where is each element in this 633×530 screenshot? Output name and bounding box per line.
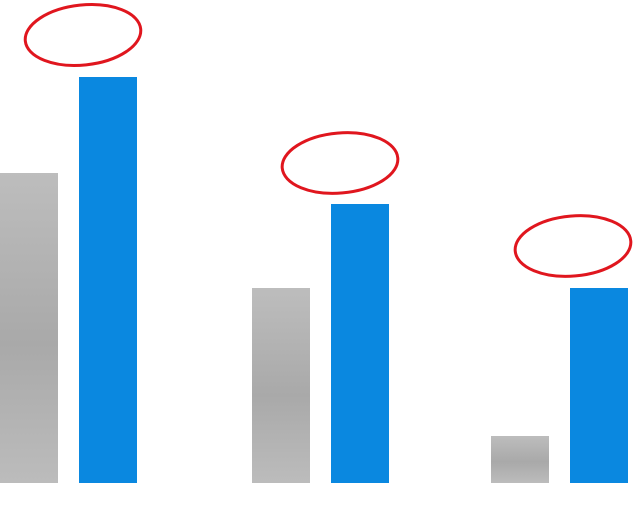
bar: [331, 204, 389, 483]
annotation-circle: [280, 131, 400, 195]
bars: [0, 77, 628, 483]
bar: [252, 288, 310, 483]
bar: [570, 288, 628, 483]
bar: [0, 173, 58, 483]
annotation-circle: [23, 3, 143, 67]
bar: [79, 77, 137, 483]
annotation-circle: [513, 214, 633, 278]
bar: [491, 436, 549, 483]
